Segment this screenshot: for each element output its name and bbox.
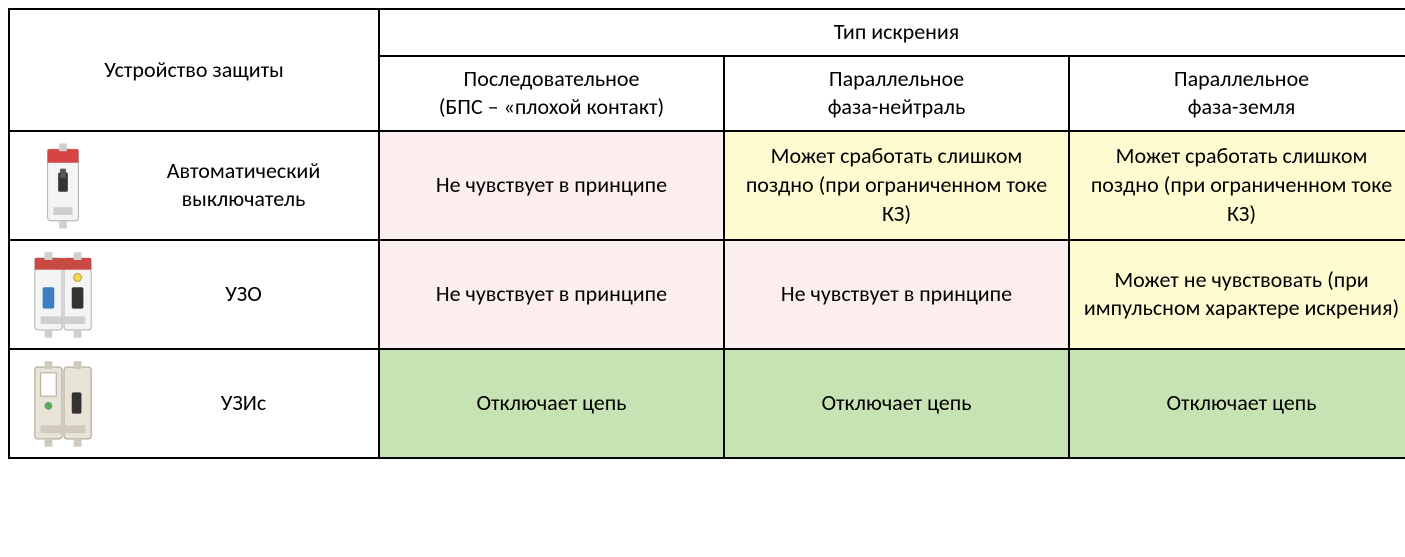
table-row: УЗО Не чувствует в принципе Не чувствует… (9, 240, 1405, 349)
header-col-0: Последовательное (БПС – «плохой контакт) (379, 56, 724, 131)
device-label-1: УЗО (119, 280, 368, 309)
cell-1-2: Может не чувствовать (при импульсном хар… (1069, 240, 1405, 349)
cell-0-0: Не чувствует в принципе (379, 131, 724, 240)
cell-1-0: Не чувствует в принципе (379, 240, 724, 349)
header-arc-type: Тип искрения (379, 9, 1405, 56)
mcb-icon (20, 138, 105, 233)
header-col-0-line2: (БПС – «плохой контакт) (439, 93, 664, 120)
header-device: Устройство защиты (9, 9, 379, 131)
header-col-2-line1: Параллельное (1174, 65, 1309, 92)
header-col-1-line1: Параллельное (829, 65, 964, 92)
cell-0-1: Может сработать слишком поздно (при огра… (724, 131, 1069, 240)
cell-1-1: Не чувствует в принципе (724, 240, 1069, 349)
device-label-0: Автоматический выключатель (119, 157, 368, 214)
cell-2-2: Отключает цепь (1069, 349, 1405, 458)
afdd-icon (20, 356, 105, 451)
table-row: Автоматический выключатель Не чувствует … (9, 131, 1405, 240)
cell-2-1: Отключает цепь (724, 349, 1069, 458)
cell-0-2: Может сработать слишком поздно (при огра… (1069, 131, 1405, 240)
device-cell-0: Автоматический выключатель (9, 131, 379, 240)
protection-device-table: Устройство защиты Тип искрения Последова… (8, 8, 1405, 459)
device-cell-1: УЗО (9, 240, 379, 349)
table-row: УЗИс Отключает цепь Отключает цепь Отклю… (9, 349, 1405, 458)
rcd-icon (20, 247, 105, 342)
cell-2-0: Отключает цепь (379, 349, 724, 458)
header-col-1: Параллельное фаза-нейтраль (724, 56, 1069, 131)
header-col-1-line2: фаза-нейтраль (828, 93, 966, 120)
device-cell-2: УЗИс (9, 349, 379, 458)
header-col-0-line1: Последовательное (464, 65, 640, 92)
header-col-2: Параллельное фаза-земля (1069, 56, 1405, 131)
device-label-2: УЗИс (119, 389, 368, 418)
header-col-2-line2: фаза-земля (1188, 93, 1296, 120)
